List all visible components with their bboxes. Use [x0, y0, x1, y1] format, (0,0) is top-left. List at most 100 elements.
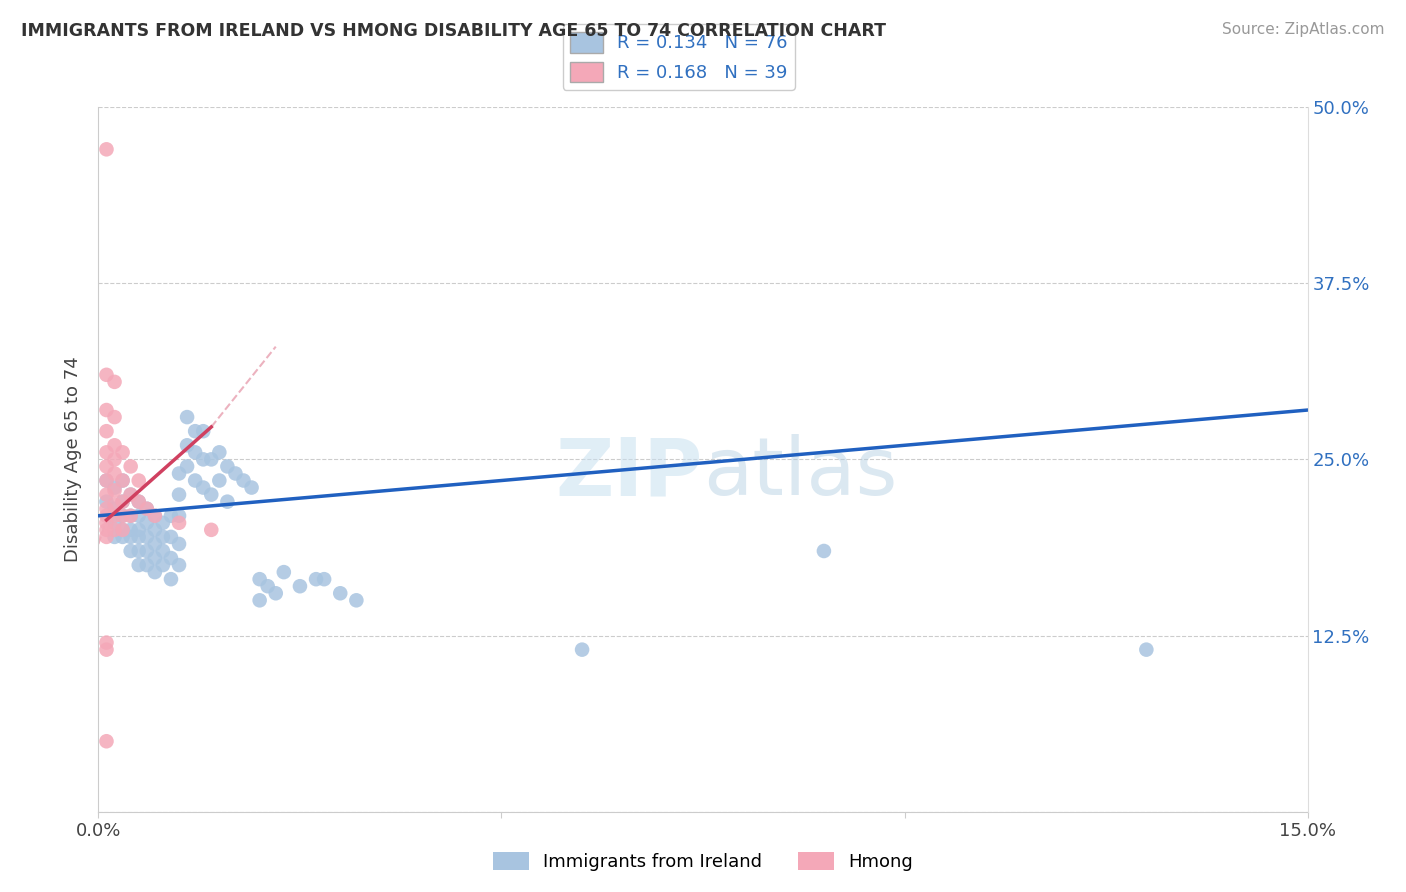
Point — [96, 635, 118, 649]
Point — [128, 530, 150, 544]
Point — [273, 565, 295, 579]
Point — [96, 459, 118, 474]
Point — [143, 508, 166, 523]
Point — [96, 403, 118, 417]
Point — [152, 558, 174, 573]
Text: atlas: atlas — [703, 434, 897, 513]
Point — [135, 530, 157, 544]
Point — [96, 494, 118, 508]
Point — [96, 642, 118, 657]
Point — [96, 501, 118, 516]
Point — [111, 445, 134, 459]
Point — [288, 579, 311, 593]
Legend: R = 0.134   N = 76, R = 0.168   N = 39: R = 0.134 N = 76, R = 0.168 N = 39 — [562, 24, 794, 89]
Point — [135, 501, 157, 516]
Point — [135, 558, 157, 573]
Point — [264, 586, 287, 600]
Point — [152, 544, 174, 558]
Point — [143, 508, 166, 523]
Point — [120, 459, 142, 474]
Point — [143, 523, 166, 537]
Text: IMMIGRANTS FROM IRELAND VS HMONG DISABILITY AGE 65 TO 74 CORRELATION CHART: IMMIGRANTS FROM IRELAND VS HMONG DISABIL… — [21, 22, 886, 40]
Point — [96, 516, 118, 530]
Point — [160, 572, 183, 586]
Point — [167, 558, 190, 573]
Point — [120, 530, 142, 544]
Point — [96, 523, 118, 537]
Point — [120, 487, 142, 501]
Point — [176, 438, 198, 452]
Point — [167, 487, 190, 501]
Point — [208, 445, 231, 459]
Point — [344, 593, 367, 607]
Point — [96, 474, 118, 488]
Point — [103, 523, 125, 537]
Point — [167, 508, 190, 523]
Point — [111, 474, 134, 488]
Point — [103, 530, 125, 544]
Point — [143, 565, 166, 579]
Point — [200, 452, 222, 467]
Point — [152, 516, 174, 530]
Point — [96, 142, 118, 156]
Point — [120, 523, 142, 537]
Point — [135, 516, 157, 530]
Point — [120, 544, 142, 558]
Point — [103, 438, 125, 452]
Point — [96, 530, 118, 544]
Text: Source: ZipAtlas.com: Source: ZipAtlas.com — [1222, 22, 1385, 37]
Point — [111, 474, 134, 488]
Point — [96, 734, 118, 748]
Point — [96, 424, 118, 438]
Point — [184, 474, 207, 488]
Point — [111, 523, 134, 537]
Text: ZIP: ZIP — [555, 434, 703, 513]
Point — [128, 474, 150, 488]
Point — [813, 544, 835, 558]
Point — [120, 487, 142, 501]
Point — [103, 452, 125, 467]
Point — [120, 508, 142, 523]
Point — [217, 459, 239, 474]
Point — [184, 445, 207, 459]
Point — [103, 375, 125, 389]
Point — [193, 452, 215, 467]
Point — [128, 558, 150, 573]
Point — [208, 474, 231, 488]
Point — [111, 494, 134, 508]
Point — [200, 523, 222, 537]
Point — [96, 508, 118, 523]
Point — [160, 508, 183, 523]
Point — [103, 410, 125, 425]
Point — [1135, 642, 1157, 657]
Point — [103, 483, 125, 498]
Point — [135, 544, 157, 558]
Point — [120, 508, 142, 523]
Point — [96, 487, 118, 501]
Point — [111, 523, 134, 537]
Point — [240, 481, 263, 495]
Point — [103, 481, 125, 495]
Point — [128, 544, 150, 558]
Point — [217, 494, 239, 508]
Point — [193, 481, 215, 495]
Point — [143, 537, 166, 551]
Point — [160, 530, 183, 544]
Point — [103, 501, 125, 516]
Point — [111, 530, 134, 544]
Y-axis label: Disability Age 65 to 74: Disability Age 65 to 74 — [65, 357, 83, 562]
Point — [329, 586, 352, 600]
Point — [128, 508, 150, 523]
Point — [96, 368, 118, 382]
Point — [176, 410, 198, 425]
Point — [111, 508, 134, 523]
Point — [176, 459, 198, 474]
Point — [96, 474, 118, 488]
Point — [200, 487, 222, 501]
Point — [96, 445, 118, 459]
Point — [571, 642, 593, 657]
Point — [152, 530, 174, 544]
Point — [167, 537, 190, 551]
Point — [232, 474, 254, 488]
Point — [305, 572, 328, 586]
